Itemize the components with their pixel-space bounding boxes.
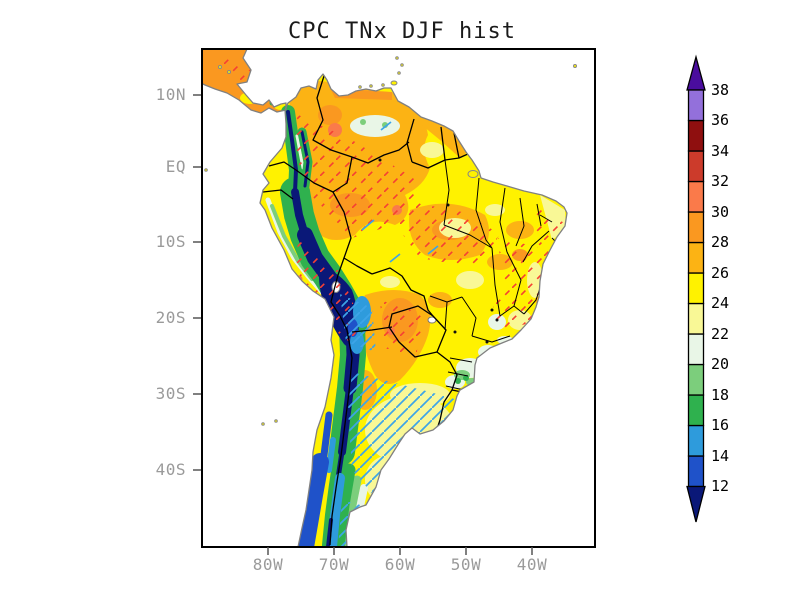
colorbar-segment (687, 424, 705, 457)
terrain-specks (456, 395, 470, 424)
colorbar-segment (687, 333, 705, 366)
colorbar-labels: 12 14 16 18 20 22 24 26 28 30 32 34 36 3… (711, 81, 729, 495)
colorbar-tick-label: 30 (711, 203, 729, 221)
colorbar-segment (687, 89, 705, 122)
colorbar-tick-label: 36 (711, 111, 729, 129)
colorbar-segment (687, 394, 705, 427)
colorbar-tick-label: 20 (711, 355, 729, 373)
lon-tick-label: 70W (319, 555, 349, 574)
colorbar-tick-label: 22 (711, 325, 729, 343)
colorbar-arrow-bottom (686, 485, 706, 523)
colorbar-segment (687, 455, 705, 488)
colorbar-segment (687, 363, 705, 396)
lat-tick-label: 10N (156, 85, 186, 104)
colorbar-segment (687, 211, 705, 244)
lon-axis (267, 547, 533, 555)
colorbar-tick-label: 32 (711, 172, 729, 190)
colorbar-segment (687, 150, 705, 183)
colorbar-segment (687, 180, 705, 213)
colorbar (686, 54, 706, 523)
lat-tick-label: EQ (166, 157, 186, 176)
lat-tick-label: 30S (156, 384, 186, 403)
lon-axis-labels: 80W 70W 60W 50W 40W (253, 555, 547, 574)
colorbar-tick-label: 18 (711, 386, 729, 404)
colorbar-tick-label: 12 (711, 477, 729, 495)
colorbar-segment (687, 272, 705, 305)
colorbar-tick-label: 34 (711, 142, 729, 160)
colorbar-segment (687, 241, 705, 274)
colorbar-arrow-top (686, 54, 706, 91)
lat-tick-label: 20S (156, 308, 186, 327)
lon-tick-label: 40W (517, 555, 547, 574)
lat-axis-labels: 10N EQ 10S 20S 30S 40S (156, 85, 186, 479)
lat-tick-label: 10S (156, 232, 186, 251)
lat-axis (193, 94, 201, 471)
plot-title: CPC TNx DJF hist (288, 19, 516, 44)
coastline (202, 49, 568, 547)
colorbar-segment (687, 119, 705, 152)
lon-tick-label: 80W (253, 555, 283, 574)
islands (204, 56, 577, 426)
colorbar-tick-label: 26 (711, 264, 729, 282)
state-borders (429, 159, 562, 391)
colorbar-tick-label: 28 (711, 233, 729, 251)
colorbar-segment (687, 302, 705, 335)
colorbar-tick-label: 38 (711, 81, 729, 99)
lon-tick-label: 50W (451, 555, 481, 574)
lat-tick-label: 40S (156, 460, 186, 479)
colorbar-tick-label: 16 (711, 416, 729, 434)
red-hatching (222, 56, 566, 356)
land-fill (202, 49, 567, 547)
colorbar-tick-label: 14 (711, 447, 729, 465)
colorbar-tick-label: 24 (711, 294, 729, 312)
map-area (202, 49, 577, 547)
map-frame (201, 48, 596, 548)
lon-tick-label: 60W (385, 555, 415, 574)
